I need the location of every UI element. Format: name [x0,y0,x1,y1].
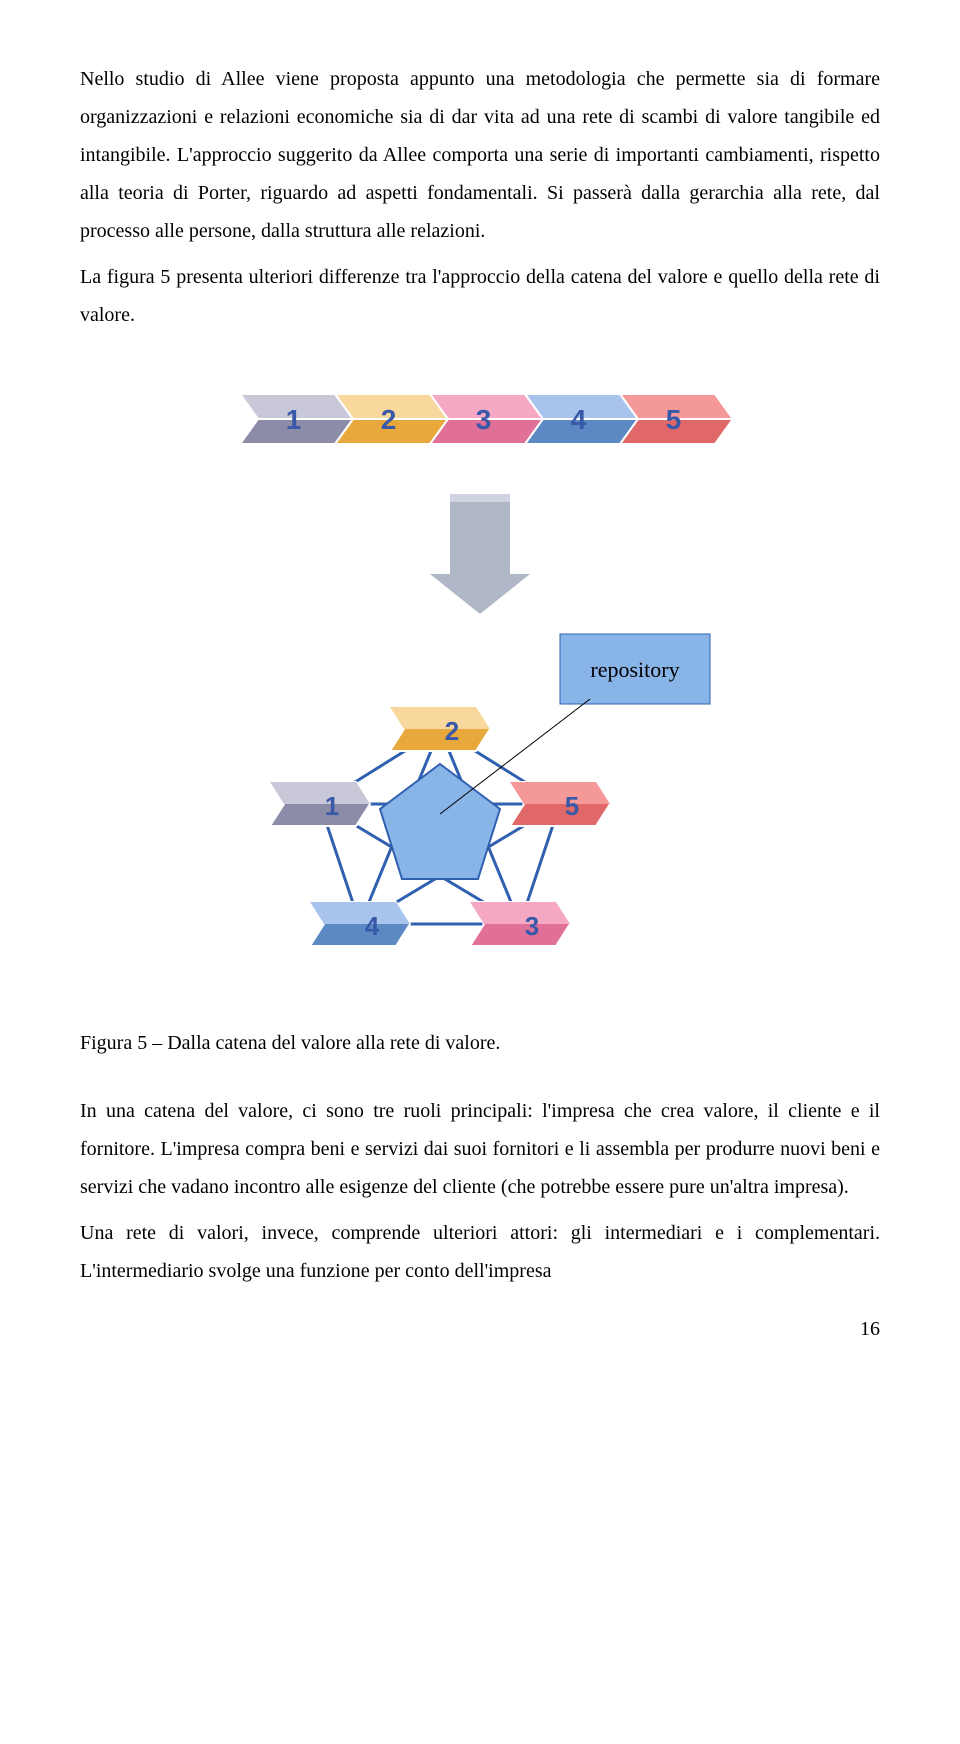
svg-text:2: 2 [381,404,397,435]
svg-text:repository: repository [590,657,679,682]
svg-text:1: 1 [325,791,339,821]
svg-text:4: 4 [571,404,587,435]
paragraph-1: Nello studio di Allee viene proposta app… [80,60,880,250]
svg-text:3: 3 [476,404,492,435]
svg-text:5: 5 [565,791,579,821]
figure-caption: Figura 5 – Dalla catena del valore alla … [80,1024,880,1062]
svg-text:5: 5 [666,404,682,435]
svg-text:1: 1 [286,404,302,435]
svg-text:3: 3 [525,911,539,941]
svg-text:2: 2 [445,716,459,746]
paragraph-3: In una catena del valore, ci sono tre ru… [80,1092,880,1206]
paragraph-2: La figura 5 presenta ulteriori differenz… [80,258,880,334]
svg-text:4: 4 [365,911,380,941]
page-number: 16 [80,1310,880,1348]
paragraph-4: Una rete di valori, invece, comprende ul… [80,1214,880,1290]
figure-svg: 1 2 3 4 5 repository 2 5 3 4 1 [200,374,760,994]
figure-5: 1 2 3 4 5 repository 2 5 3 4 1 [80,374,880,994]
